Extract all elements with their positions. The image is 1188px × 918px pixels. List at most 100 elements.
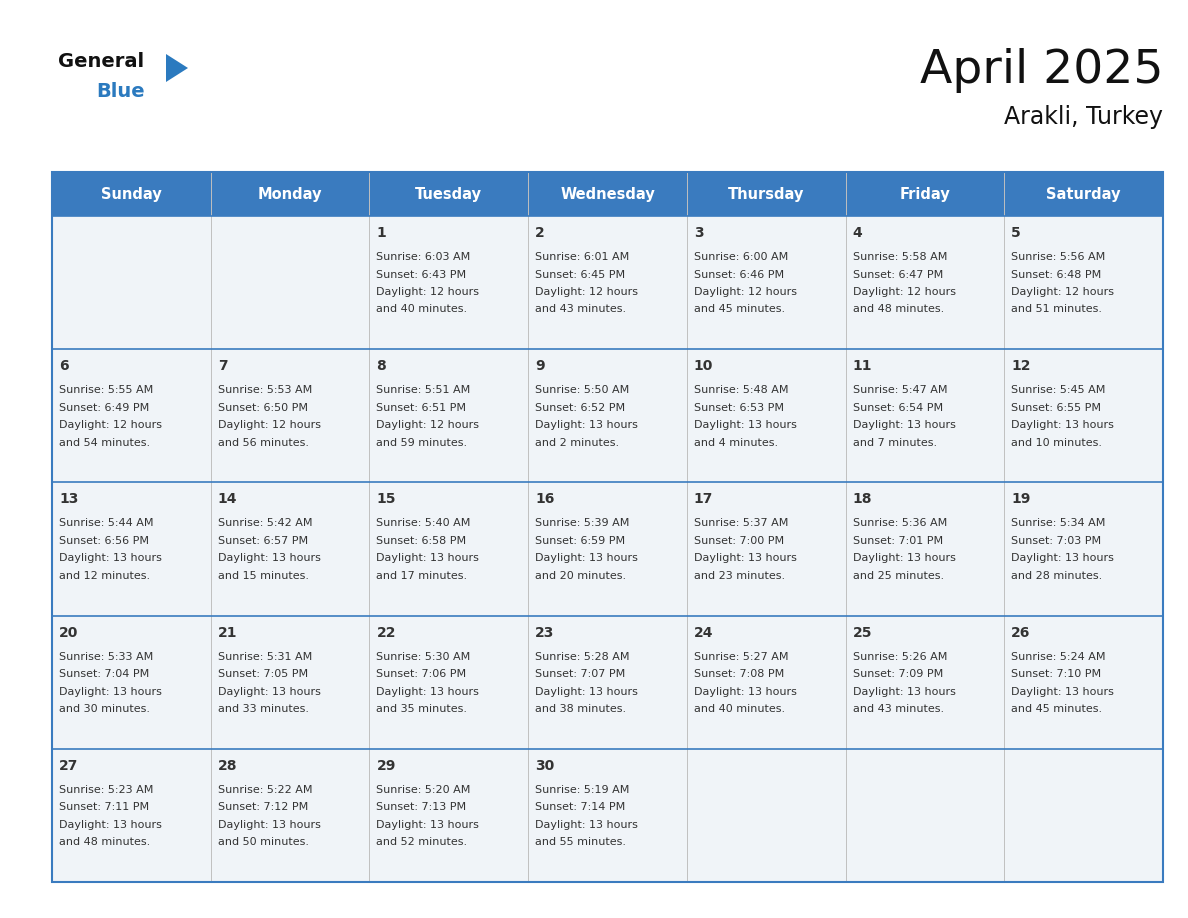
Bar (529, 749, 687, 882)
Text: Daylight: 12 hours: Daylight: 12 hours (377, 287, 480, 297)
Text: Daylight: 13 hours: Daylight: 13 hours (377, 687, 479, 697)
Text: Sunset: 6:56 PM: Sunset: 6:56 PM (59, 536, 148, 546)
Polygon shape (166, 54, 188, 82)
Text: and 35 minutes.: and 35 minutes. (377, 704, 467, 714)
Text: Sunrise: 6:03 AM: Sunrise: 6:03 AM (377, 252, 470, 262)
Text: 27: 27 (59, 759, 78, 773)
Text: Tuesday: Tuesday (416, 186, 482, 201)
Text: Daylight: 13 hours: Daylight: 13 hours (535, 554, 638, 564)
Text: Sunrise: 5:27 AM: Sunrise: 5:27 AM (694, 652, 789, 662)
Text: and 54 minutes.: and 54 minutes. (59, 438, 150, 448)
Bar (210, 216, 369, 349)
Text: Daylight: 12 hours: Daylight: 12 hours (535, 287, 638, 297)
Text: 22: 22 (377, 625, 396, 640)
Bar (52, 616, 210, 749)
Text: Sunrise: 6:01 AM: Sunrise: 6:01 AM (535, 252, 630, 262)
Bar (369, 216, 529, 349)
Text: 16: 16 (535, 492, 555, 507)
Text: Thursday: Thursday (728, 186, 804, 201)
Text: 15: 15 (377, 492, 396, 507)
Text: and 17 minutes.: and 17 minutes. (377, 571, 468, 581)
Bar (369, 482, 529, 616)
Text: 18: 18 (853, 492, 872, 507)
Bar (1004, 749, 1163, 882)
Bar (687, 482, 846, 616)
Bar (52, 172, 1163, 882)
Text: 17: 17 (694, 492, 713, 507)
Text: Sunset: 7:10 PM: Sunset: 7:10 PM (1011, 669, 1101, 679)
Bar (846, 349, 1004, 482)
Text: Sunrise: 5:31 AM: Sunrise: 5:31 AM (217, 652, 312, 662)
Text: Wednesday: Wednesday (560, 186, 655, 201)
Text: Daylight: 12 hours: Daylight: 12 hours (377, 420, 480, 431)
Text: Sunrise: 5:58 AM: Sunrise: 5:58 AM (853, 252, 947, 262)
Text: Daylight: 13 hours: Daylight: 13 hours (535, 420, 638, 431)
Text: and 10 minutes.: and 10 minutes. (1011, 438, 1102, 448)
Text: 12: 12 (1011, 359, 1031, 374)
Text: and 40 minutes.: and 40 minutes. (377, 305, 468, 315)
Text: Blue: Blue (96, 82, 145, 101)
Text: Sunrise: 5:30 AM: Sunrise: 5:30 AM (377, 652, 470, 662)
Bar (210, 349, 369, 482)
Text: 7: 7 (217, 359, 227, 374)
Text: General: General (58, 52, 144, 71)
Text: Monday: Monday (258, 186, 322, 201)
Text: Daylight: 13 hours: Daylight: 13 hours (694, 554, 797, 564)
Text: and 38 minutes.: and 38 minutes. (535, 704, 626, 714)
Text: Daylight: 13 hours: Daylight: 13 hours (694, 687, 797, 697)
Text: Sunrise: 5:24 AM: Sunrise: 5:24 AM (1011, 652, 1106, 662)
Text: Sunset: 6:57 PM: Sunset: 6:57 PM (217, 536, 308, 546)
Text: April 2025: April 2025 (920, 48, 1163, 93)
Text: Sunset: 6:53 PM: Sunset: 6:53 PM (694, 403, 784, 413)
Text: Daylight: 13 hours: Daylight: 13 hours (377, 820, 479, 830)
Text: Daylight: 13 hours: Daylight: 13 hours (853, 554, 955, 564)
Text: Daylight: 13 hours: Daylight: 13 hours (377, 554, 479, 564)
Text: Daylight: 13 hours: Daylight: 13 hours (535, 687, 638, 697)
Bar (369, 349, 529, 482)
Text: Sunset: 7:11 PM: Sunset: 7:11 PM (59, 802, 150, 812)
Text: and 52 minutes.: and 52 minutes. (377, 837, 468, 847)
Text: and 43 minutes.: and 43 minutes. (535, 305, 626, 315)
Bar (210, 616, 369, 749)
Text: Sunrise: 5:51 AM: Sunrise: 5:51 AM (377, 386, 470, 396)
Text: 6: 6 (59, 359, 69, 374)
Text: and 45 minutes.: and 45 minutes. (694, 305, 785, 315)
Text: Sunset: 7:12 PM: Sunset: 7:12 PM (217, 802, 308, 812)
Text: 26: 26 (1011, 625, 1031, 640)
Text: Daylight: 13 hours: Daylight: 13 hours (694, 420, 797, 431)
Text: Daylight: 12 hours: Daylight: 12 hours (59, 420, 162, 431)
Text: Daylight: 13 hours: Daylight: 13 hours (853, 420, 955, 431)
Text: Sunset: 7:04 PM: Sunset: 7:04 PM (59, 669, 150, 679)
Text: Sunrise: 5:26 AM: Sunrise: 5:26 AM (853, 652, 947, 662)
Bar (1004, 482, 1163, 616)
Text: Sunrise: 5:37 AM: Sunrise: 5:37 AM (694, 519, 788, 529)
Text: and 2 minutes.: and 2 minutes. (535, 438, 619, 448)
Bar (52, 216, 210, 349)
Bar (52, 172, 210, 216)
Text: Sunrise: 6:00 AM: Sunrise: 6:00 AM (694, 252, 788, 262)
Text: 3: 3 (694, 226, 703, 240)
Text: Daylight: 13 hours: Daylight: 13 hours (217, 820, 321, 830)
Text: 24: 24 (694, 625, 713, 640)
Text: Sunrise: 5:48 AM: Sunrise: 5:48 AM (694, 386, 789, 396)
Text: Daylight: 13 hours: Daylight: 13 hours (1011, 554, 1114, 564)
Text: Sunset: 7:00 PM: Sunset: 7:00 PM (694, 536, 784, 546)
Bar (846, 216, 1004, 349)
Text: Daylight: 12 hours: Daylight: 12 hours (217, 420, 321, 431)
Text: Sunset: 6:45 PM: Sunset: 6:45 PM (535, 270, 625, 279)
Bar (1004, 172, 1163, 216)
Text: 28: 28 (217, 759, 238, 773)
Text: Sunrise: 5:45 AM: Sunrise: 5:45 AM (1011, 386, 1106, 396)
Bar (369, 172, 529, 216)
Text: Sunrise: 5:36 AM: Sunrise: 5:36 AM (853, 519, 947, 529)
Text: Daylight: 13 hours: Daylight: 13 hours (535, 820, 638, 830)
Text: Sunrise: 5:23 AM: Sunrise: 5:23 AM (59, 785, 153, 795)
Text: Sunset: 7:06 PM: Sunset: 7:06 PM (377, 669, 467, 679)
Text: and 51 minutes.: and 51 minutes. (1011, 305, 1102, 315)
Bar (846, 616, 1004, 749)
Text: 11: 11 (853, 359, 872, 374)
Text: Sunrise: 5:55 AM: Sunrise: 5:55 AM (59, 386, 153, 396)
Text: Sunrise: 5:56 AM: Sunrise: 5:56 AM (1011, 252, 1106, 262)
Bar (687, 749, 846, 882)
Text: Sunrise: 5:28 AM: Sunrise: 5:28 AM (535, 652, 630, 662)
